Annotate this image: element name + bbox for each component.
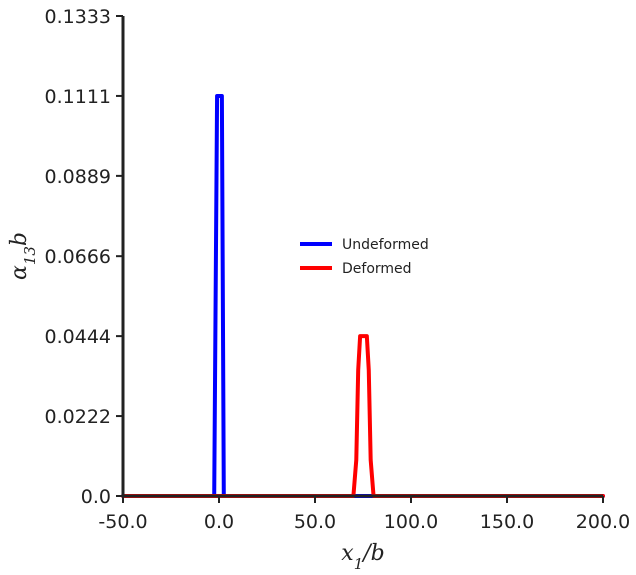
y-tick-label: 0.0444 — [45, 326, 111, 348]
legend: Undeformed Deformed — [300, 237, 429, 277]
legend-label-1: Deformed — [342, 261, 412, 277]
x-tick-label: 150.0 — [480, 511, 534, 533]
series-line-1 — [121, 334, 605, 498]
y-axis-label-b: b — [7, 232, 32, 246]
ticks-layer: -50.0 0.0 50.0 100.0 150.0 200.0 0.0 0.0222 0.04… — [45, 6, 631, 533]
y-tick-label: 0.1333 — [45, 6, 111, 28]
x-axis-label-den: /b — [361, 541, 385, 566]
x-axis-label: x1/b — [341, 541, 384, 573]
y-axis-label-sub: 13 — [21, 246, 39, 265]
x-tick-label: 0.0 — [204, 511, 234, 533]
y-tick-label: 0.1111 — [45, 86, 111, 108]
series-layer — [121, 93, 605, 498]
x-tick-label: 50.0 — [294, 511, 336, 533]
x-tick-label: -50.0 — [98, 511, 147, 533]
series-line-0 — [121, 93, 605, 498]
y-axis-label: α13b — [7, 232, 39, 280]
y-tick-label: 0.0666 — [45, 246, 111, 268]
y-tick-label: 0.0222 — [45, 406, 111, 428]
axes-layer — [121, 16, 603, 498]
y-axis-label-main: α — [7, 265, 32, 280]
y-tick-label: 0.0 — [81, 486, 111, 508]
y-tick-label: 0.0889 — [45, 166, 111, 188]
x-axis-label-main: x — [341, 541, 354, 566]
x-axis-label-sub: 1 — [354, 555, 364, 573]
legend-label-0: Undeformed — [342, 237, 429, 253]
x-tick-label: 200.0 — [576, 511, 630, 533]
x-tick-label: 100.0 — [384, 511, 438, 533]
